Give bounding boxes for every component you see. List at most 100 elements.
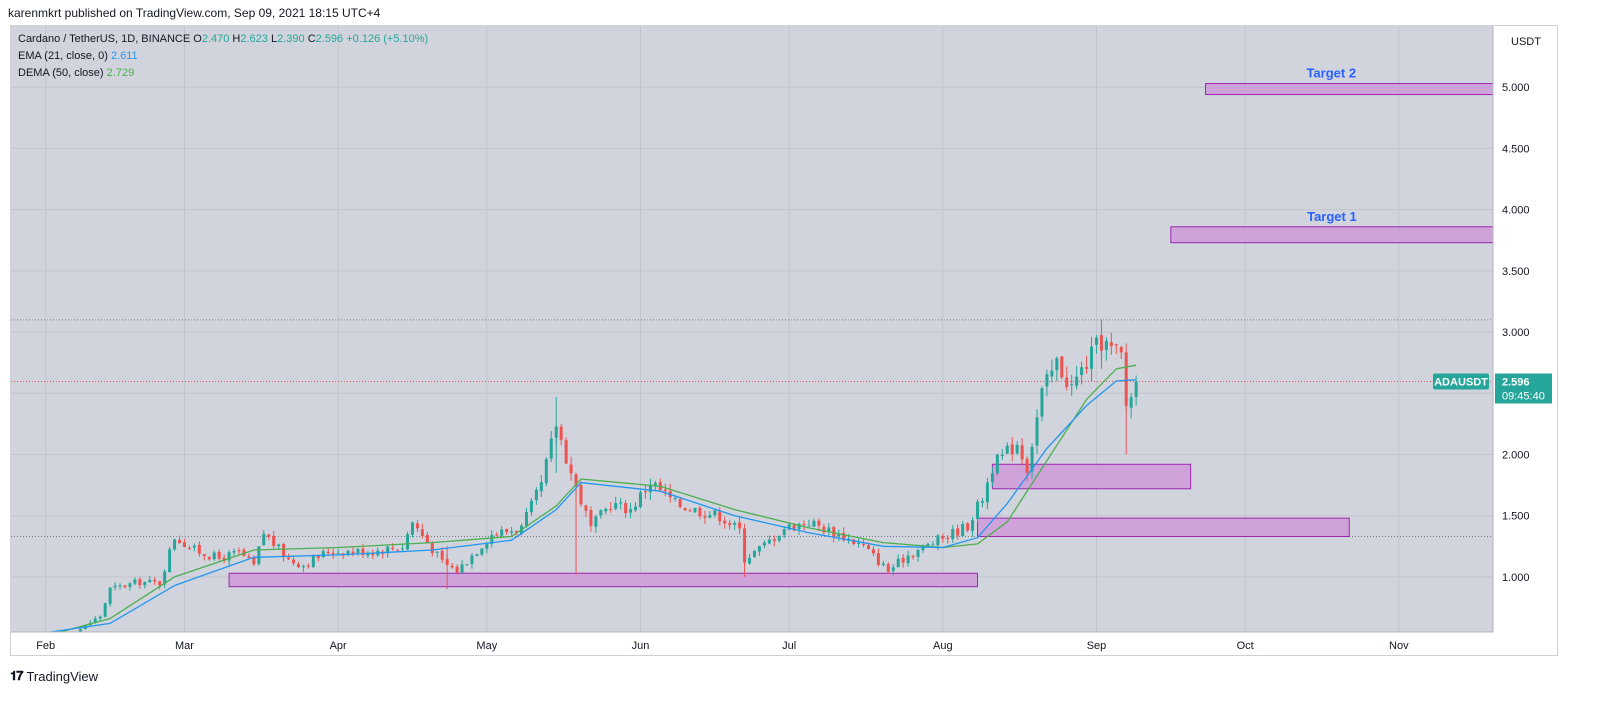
- moving-averages: [50, 364, 1137, 633]
- bar-countdown: 09:45:40: [1502, 391, 1545, 403]
- candle-body: [128, 583, 132, 587]
- legend-high-value: 2.623: [240, 33, 268, 45]
- candle-body: [842, 533, 846, 541]
- candle-body: [306, 565, 310, 567]
- candle-body: [569, 464, 573, 474]
- brand-name: TradingView: [26, 668, 99, 684]
- price-tick-label: 5.000: [1502, 82, 1530, 94]
- candle-body: [1080, 367, 1084, 376]
- candle-body: [430, 543, 434, 554]
- candle-body: [490, 534, 494, 544]
- candle-body: [837, 533, 841, 537]
- candle-body: [985, 482, 989, 503]
- zone-rect: [977, 517, 1350, 538]
- candle-body: [966, 523, 970, 531]
- last-price-badge: [1495, 373, 1552, 404]
- candle-body: [634, 506, 638, 511]
- tradingview-logo[interactable]: 𝟏𝟕 TradingView: [10, 668, 98, 684]
- candle-body: [366, 553, 370, 556]
- time-tick-label: Oct: [1237, 640, 1254, 652]
- candle-body: [485, 543, 489, 549]
- candle-body: [995, 454, 999, 474]
- candle-body: [98, 616, 102, 619]
- candle-body: [247, 556, 251, 558]
- plot-area[interactable]: [11, 26, 1493, 632]
- zone-label: Target 1: [1307, 209, 1357, 224]
- candle-body: [906, 555, 910, 564]
- candle-body: [138, 578, 142, 586]
- candle-body: [544, 459, 548, 484]
- candle-body: [980, 501, 984, 503]
- candle-body: [346, 550, 350, 555]
- candle-body: [515, 530, 519, 533]
- candle-body: [1104, 340, 1108, 351]
- candle-body: [1050, 370, 1054, 377]
- legend-dema-row: DEMA (50, close) 2.729: [18, 67, 134, 79]
- candle-body: [1045, 374, 1049, 387]
- candle-body: [619, 502, 623, 504]
- candle-body: [599, 510, 603, 516]
- zone-rect: [1170, 226, 1494, 244]
- candle-body: [827, 527, 831, 532]
- candle-body: [807, 525, 811, 527]
- candle-body: [282, 544, 286, 558]
- legend-high-label: H: [232, 33, 241, 45]
- time-tick-label: Jun: [632, 640, 650, 652]
- candle-body: [1055, 357, 1059, 371]
- candle-body: [182, 542, 186, 548]
- candle-body: [1114, 344, 1118, 346]
- candle-body: [267, 534, 271, 537]
- time-tick-label: Jul: [782, 640, 796, 652]
- candle-body: [653, 482, 657, 486]
- candle-body: [1109, 342, 1113, 347]
- last-price-value: 2.596: [1502, 377, 1530, 389]
- candle-body: [817, 520, 821, 526]
- candle-body: [812, 520, 816, 527]
- candle-body: [713, 510, 717, 516]
- candle-body: [296, 563, 300, 568]
- candle-body: [1094, 337, 1098, 345]
- candle-body: [529, 500, 533, 513]
- candles: [78, 319, 1138, 632]
- candle-body: [326, 551, 330, 554]
- candle-body: [158, 581, 162, 586]
- candle-body: [118, 585, 122, 587]
- candle-body: [629, 509, 633, 513]
- candle-body: [133, 579, 137, 584]
- candle-body: [723, 520, 727, 524]
- chart-frame[interactable]: [10, 25, 1558, 656]
- candle-body: [752, 550, 756, 558]
- zone-rect: [991, 463, 1192, 490]
- candle-body: [460, 564, 464, 573]
- price-tick-label: 4.500: [1502, 143, 1530, 155]
- candle-body: [277, 544, 281, 547]
- candle-body: [386, 546, 390, 554]
- legend-open-value: 2.470: [201, 33, 230, 45]
- candle-body: [956, 528, 960, 536]
- candle-body: [703, 516, 707, 518]
- candle-body: [1010, 444, 1014, 455]
- candle-body: [787, 524, 791, 530]
- candle-body: [866, 545, 870, 549]
- candle-body: [232, 550, 236, 553]
- tradingview-logo-icon: 𝟏𝟕: [10, 668, 24, 683]
- candle-body: [420, 529, 424, 536]
- price-tick-label: 1.000: [1502, 572, 1530, 584]
- time-tick-label: Apr: [330, 640, 347, 652]
- candle-body: [931, 544, 935, 546]
- candle-body: [1040, 388, 1044, 417]
- candle-body: [212, 552, 216, 560]
- candle-body: [901, 557, 905, 563]
- candle-body: [396, 549, 400, 551]
- candle-body: [465, 564, 469, 566]
- candle-body: [990, 473, 994, 483]
- time-axis: Feb Mar Apr May Jun Jul Aug Sep Oct Nov: [11, 631, 1493, 652]
- price-axis-unit: USDT: [1511, 36, 1541, 48]
- candle-body: [961, 523, 965, 537]
- candle-body: [78, 629, 82, 632]
- candle-body: [891, 567, 895, 571]
- candle-body: [252, 557, 256, 565]
- candle-body: [648, 484, 652, 493]
- candle-body: [406, 534, 410, 550]
